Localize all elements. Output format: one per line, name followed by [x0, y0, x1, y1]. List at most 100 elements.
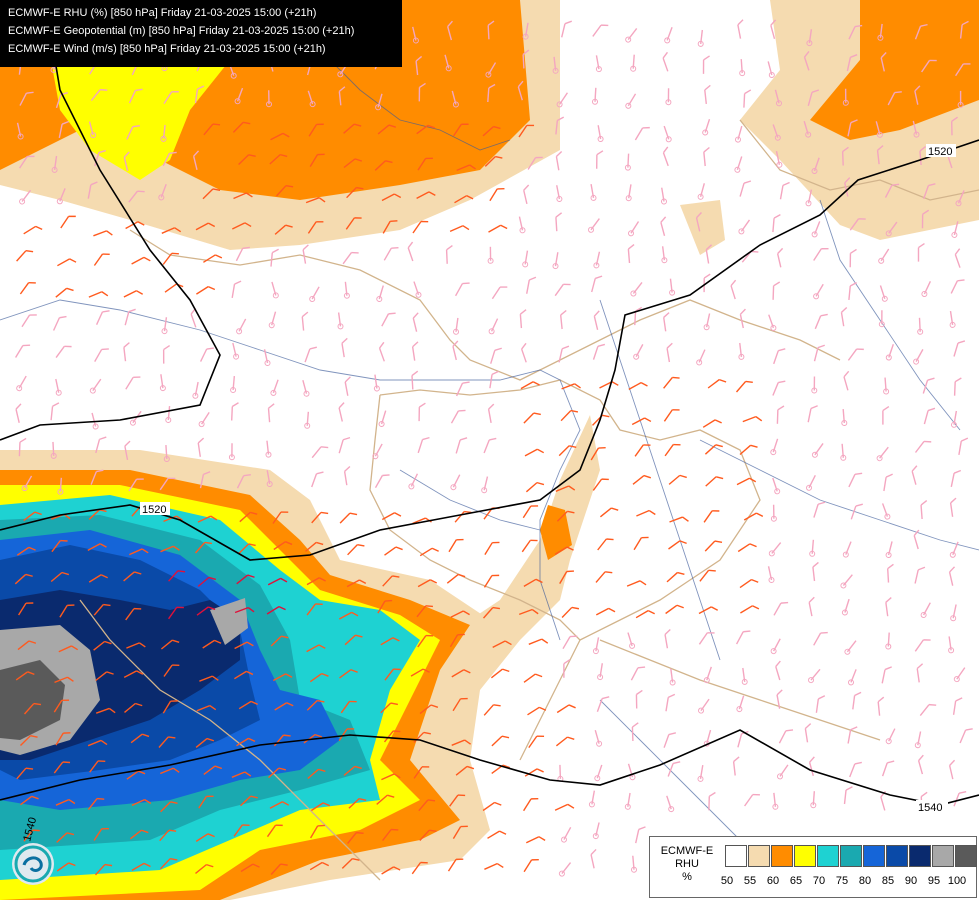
wind-barb	[922, 377, 935, 394]
wind-barb	[161, 227, 182, 234]
wind-barb	[840, 574, 853, 589]
wind-barb	[374, 160, 393, 171]
legend-tick-labels: 50 55 60 65 70 75 80 85 90 95 100	[721, 875, 975, 889]
wind-barb	[383, 247, 399, 261]
wind-barb	[160, 545, 180, 553]
wind-barb	[412, 312, 419, 332]
wind-barb	[852, 691, 862, 710]
isohypse-1520-west	[0, 0, 221, 441]
wind-barb	[556, 185, 563, 202]
wind-barb	[627, 763, 636, 781]
wind-barb	[131, 862, 151, 872]
wind-barb	[592, 637, 600, 655]
wind-barb	[634, 126, 650, 141]
wind-barb	[661, 187, 667, 205]
wind-barb	[129, 548, 149, 556]
wind-barb	[448, 538, 464, 553]
wind-barb	[339, 512, 358, 524]
wind-barb	[880, 52, 887, 72]
wind-barb	[302, 244, 309, 264]
wind-barb	[636, 509, 656, 517]
wind-barb	[274, 702, 294, 711]
wind-barb	[558, 445, 577, 457]
wind-barb	[698, 632, 715, 645]
wind-barb	[55, 378, 62, 396]
wind-barb	[518, 608, 539, 616]
wind-barb	[811, 221, 821, 238]
wind-barb	[702, 55, 710, 74]
wind-barb	[450, 474, 461, 491]
wind-barb	[126, 124, 140, 140]
wind-barb	[444, 54, 452, 72]
wind-barb	[877, 23, 884, 41]
wind-barb	[168, 570, 186, 582]
wind-barb	[14, 573, 33, 585]
wind-barb	[563, 659, 571, 678]
wind-barb	[456, 164, 477, 172]
legend-swatch	[932, 845, 954, 867]
wind-barb	[665, 604, 684, 615]
wind-barb	[732, 756, 740, 776]
wind-barb	[813, 631, 828, 646]
wind-barb	[554, 803, 575, 811]
wind-barb	[774, 89, 782, 107]
wind-barb	[917, 317, 924, 335]
wind-barb	[162, 344, 171, 364]
wind-barb	[561, 826, 572, 843]
rhu-100-sw	[0, 660, 65, 740]
title-line-geopotential: ECMWF-E Geopotential (m) [850 hPa] Frida…	[8, 25, 355, 37]
color-legend: ECMWF-E RHU % 50 55 60 65 70 75 80 85 90 95 100	[649, 836, 977, 898]
wind-barb	[663, 125, 672, 143]
wind-barb	[487, 83, 496, 103]
isohypse-label-se: 1540	[918, 802, 942, 814]
wind-barb	[93, 827, 109, 841]
wind-barb	[412, 220, 429, 234]
wind-barb	[50, 441, 57, 459]
legend-tick-label: 80	[858, 875, 872, 887]
wind-barb	[381, 773, 401, 781]
rhu-55-ne-spot	[680, 200, 725, 255]
wind-barb	[806, 29, 813, 47]
wind-barb	[491, 286, 508, 300]
wind-barb	[417, 579, 438, 588]
wind-barb	[557, 764, 564, 782]
wind-barb	[555, 151, 563, 171]
wind-barb	[90, 88, 108, 102]
wind-barb	[16, 546, 36, 556]
wind-barb	[697, 29, 704, 47]
wind-barb	[951, 410, 958, 428]
wind-barb	[311, 471, 324, 488]
legend-swatch	[909, 845, 931, 867]
wind-barb	[16, 375, 27, 392]
wind-barb	[809, 539, 816, 557]
wind-barb	[631, 855, 637, 873]
wind-barb	[338, 402, 345, 422]
wind-barb	[158, 184, 167, 201]
wind-barb	[311, 446, 329, 459]
wind-barb	[232, 121, 251, 133]
wind-barb	[815, 695, 826, 713]
wind-barb	[844, 640, 857, 655]
wind-barb	[594, 730, 603, 747]
wind-barb	[382, 575, 400, 587]
wind-barb	[159, 477, 176, 491]
wind-barb	[228, 443, 235, 461]
wind-barb	[554, 546, 574, 555]
wind-barb	[94, 348, 109, 362]
wind-barb	[449, 225, 470, 233]
wind-barb	[306, 603, 323, 616]
wind-barb	[199, 675, 219, 682]
wind-barb	[416, 605, 433, 618]
wind-barb	[887, 91, 902, 106]
wind-barb	[307, 768, 326, 780]
wind-barb	[454, 510, 472, 523]
wind-barb	[704, 444, 723, 455]
wind-barb	[523, 184, 530, 205]
wind-barb	[487, 403, 495, 424]
wind-barb	[383, 730, 401, 743]
wind-barb	[914, 566, 926, 584]
wind-barb	[266, 824, 283, 838]
isohypse-labels: 1520 1520 1540 1540	[21, 144, 956, 843]
wind-barb	[88, 291, 109, 298]
wind-barb	[301, 311, 309, 331]
